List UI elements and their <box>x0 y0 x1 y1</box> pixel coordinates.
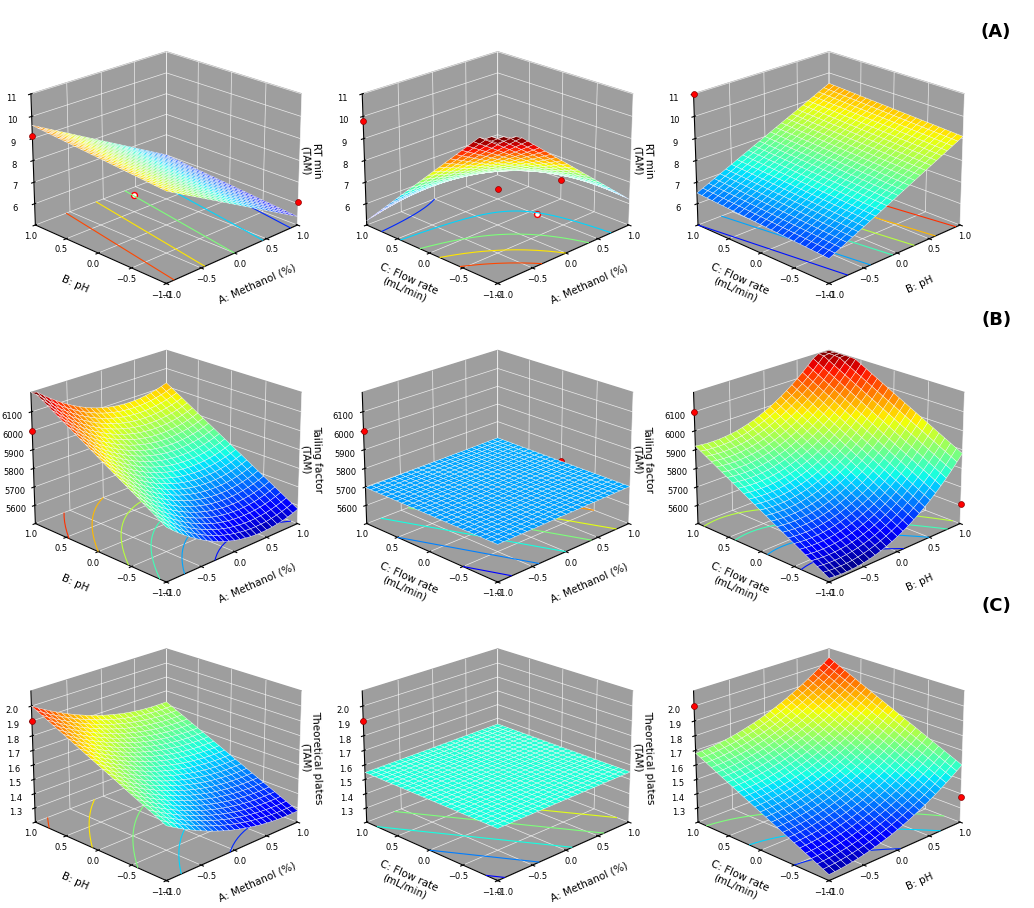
X-axis label: B: pH: B: pH <box>905 573 935 593</box>
Y-axis label: B: pH: B: pH <box>60 274 90 295</box>
Y-axis label: C: Flow rate
(mL/min): C: Flow rate (mL/min) <box>373 262 439 307</box>
Y-axis label: B: pH: B: pH <box>60 573 90 593</box>
Y-axis label: C: Flow rate
(mL/min): C: Flow rate (mL/min) <box>373 859 439 904</box>
Y-axis label: B: pH: B: pH <box>60 871 90 892</box>
X-axis label: B: pH: B: pH <box>905 871 935 892</box>
X-axis label: A: Methanol (%): A: Methanol (%) <box>549 561 629 605</box>
X-axis label: A: Methanol (%): A: Methanol (%) <box>217 262 298 306</box>
X-axis label: A: Methanol (%): A: Methanol (%) <box>217 860 298 903</box>
Text: (A): (A) <box>981 23 1011 41</box>
Y-axis label: C: Flow rate
(mL/min): C: Flow rate (mL/min) <box>705 859 770 904</box>
Y-axis label: C: Flow rate
(mL/min): C: Flow rate (mL/min) <box>705 560 770 606</box>
X-axis label: A: Methanol (%): A: Methanol (%) <box>549 262 629 306</box>
Y-axis label: C: Flow rate
(mL/min): C: Flow rate (mL/min) <box>705 262 770 307</box>
Text: (B): (B) <box>981 311 1011 329</box>
X-axis label: B: pH: B: pH <box>905 274 935 295</box>
X-axis label: A: Methanol (%): A: Methanol (%) <box>217 561 298 605</box>
Text: (C): (C) <box>981 597 1011 616</box>
X-axis label: A: Methanol (%): A: Methanol (%) <box>549 860 629 903</box>
Y-axis label: C: Flow rate
(mL/min): C: Flow rate (mL/min) <box>373 560 439 606</box>
